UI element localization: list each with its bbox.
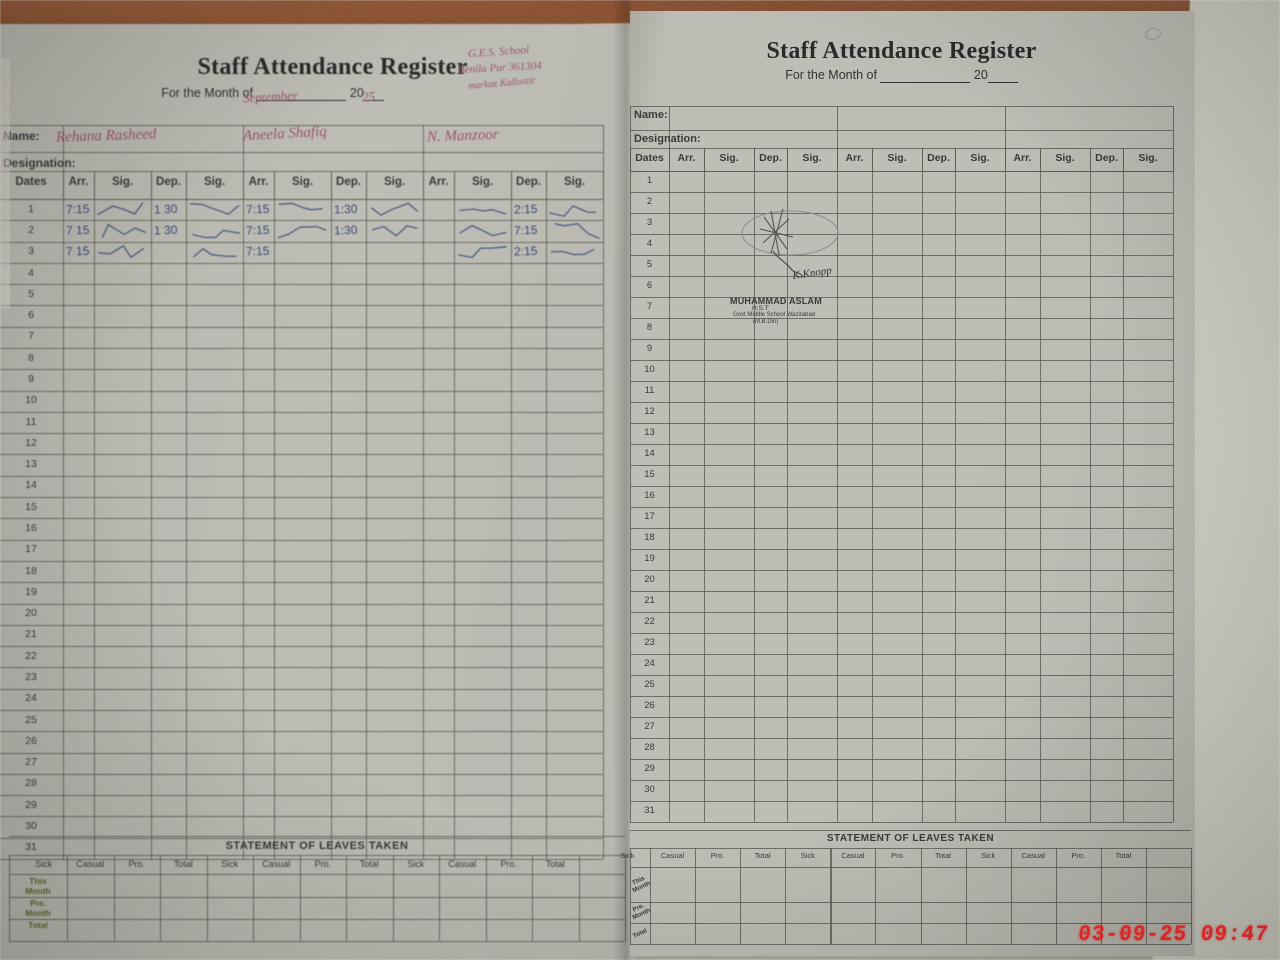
svg-text:K.Knopp: K.Knopp: [791, 265, 833, 283]
